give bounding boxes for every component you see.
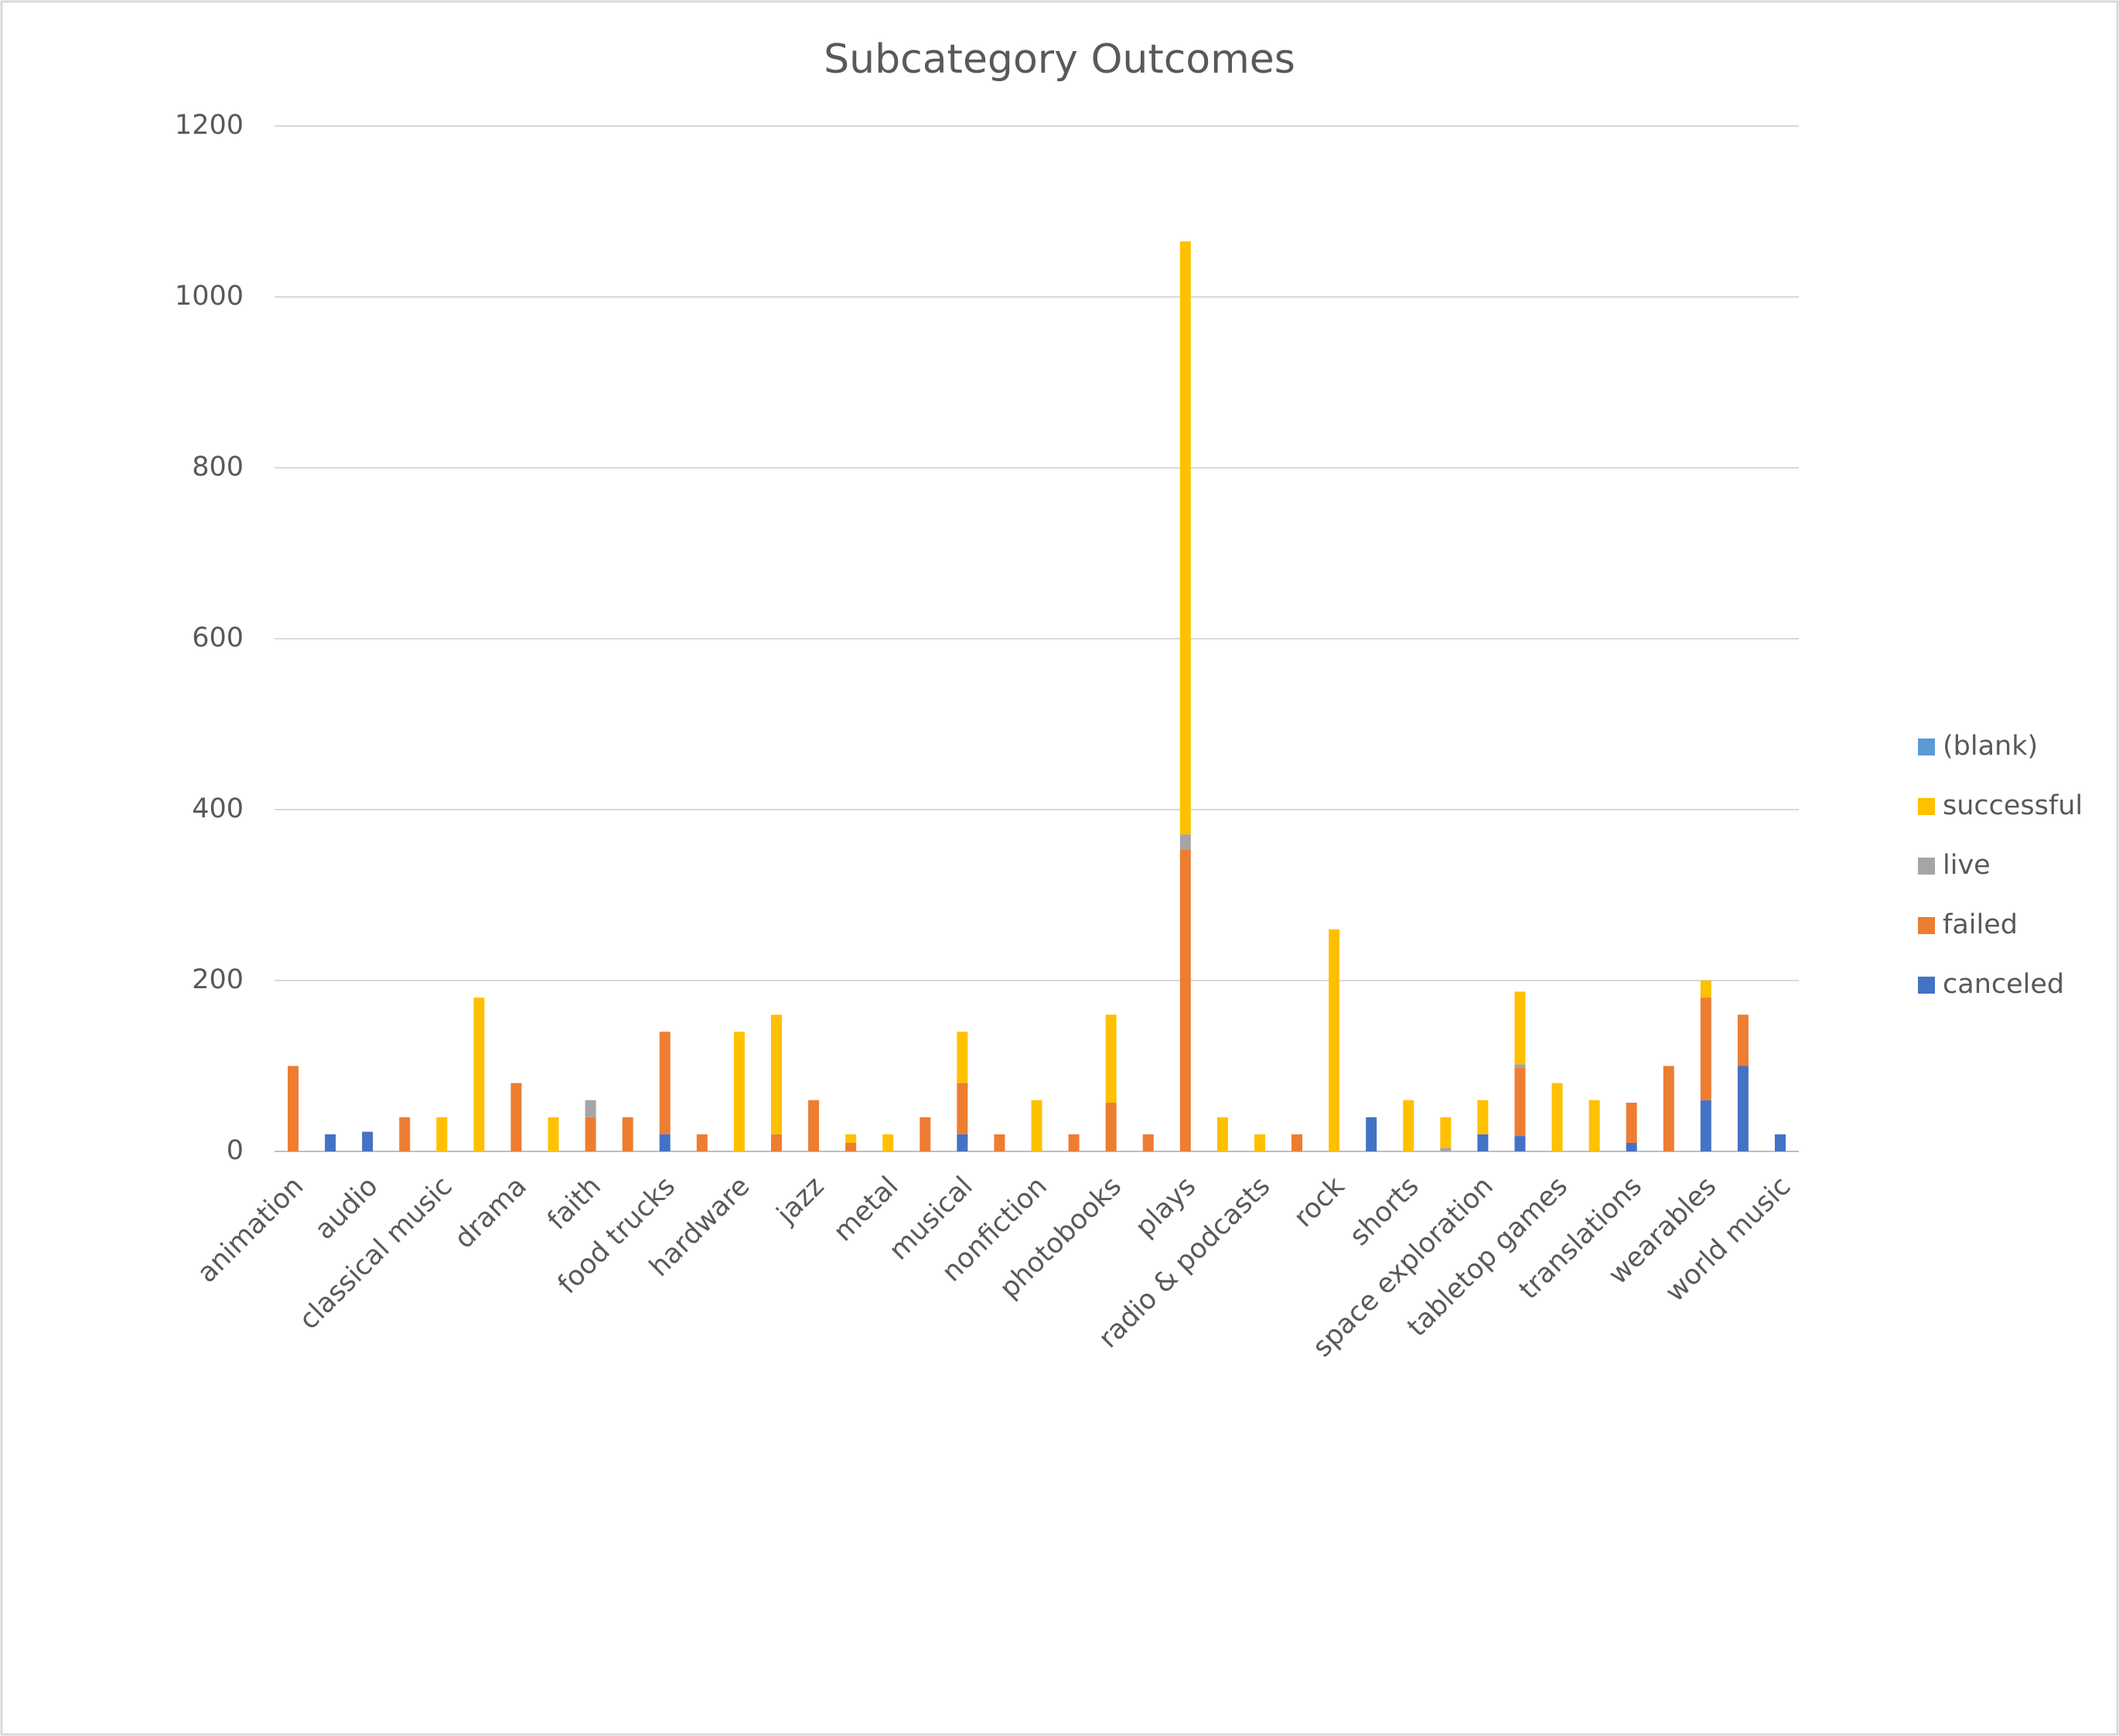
bar-segment (622, 1117, 633, 1151)
legend-label: (blank) (1943, 731, 2038, 762)
bar-segment (510, 1083, 522, 1151)
bar-segment (1179, 834, 1191, 850)
bar-segment (473, 998, 485, 1151)
bar-segment (1477, 1100, 1489, 1134)
legend-swatch (1918, 977, 1935, 994)
bar-segment (1142, 1134, 1154, 1151)
y-tick-label: 0 (227, 1135, 244, 1166)
bar-segment (1551, 1083, 1563, 1151)
bar-segment (1179, 849, 1191, 1151)
bar-segment (1700, 981, 1711, 998)
bar-segment (585, 1117, 596, 1151)
bar-segment (1700, 1100, 1711, 1151)
bar-segment (1440, 1148, 1452, 1151)
legend-label: canceled (1943, 969, 2064, 1000)
bar-segment (399, 1117, 411, 1151)
legend-swatch (1918, 738, 1935, 755)
bar-segment (659, 1032, 671, 1134)
bar-segment (548, 1117, 559, 1151)
bar-segment (1329, 929, 1340, 1151)
bar-segment (1068, 1134, 1080, 1151)
y-tick-label: 1200 (175, 110, 244, 141)
bar-segment (1663, 1066, 1674, 1151)
bar-segment (845, 1134, 857, 1143)
bar-segment (1514, 1067, 1526, 1137)
y-tick-label: 400 (192, 793, 244, 824)
bar-segment (696, 1134, 708, 1151)
bar-segment (1403, 1100, 1414, 1151)
bar-segment (1292, 1134, 1303, 1151)
bar-segment (288, 1066, 299, 1151)
bar-segment (1514, 1136, 1526, 1151)
legend-label: failed (1943, 909, 2018, 940)
bar-segment (957, 1083, 968, 1134)
bar-segment (957, 1134, 968, 1151)
bar-segment (1626, 1103, 1637, 1143)
bar-segment (770, 1134, 782, 1151)
bar-segment (1031, 1100, 1042, 1151)
bar-segment (1366, 1117, 1377, 1151)
y-tick-label: 800 (192, 452, 244, 483)
bar-segment (1626, 1142, 1637, 1151)
bar-segment (436, 1117, 448, 1151)
y-tick-label: 200 (192, 964, 244, 995)
bar-segment (1514, 1064, 1526, 1068)
bar-segment (1700, 998, 1711, 1100)
legend-label: live (1943, 850, 1991, 881)
bar-segment (994, 1134, 1005, 1151)
bar-segment (882, 1134, 894, 1151)
legend-label: successful (1943, 790, 2083, 821)
bar-segment (1514, 991, 1526, 1065)
bar-segment (585, 1100, 596, 1117)
bar-segment (1105, 1103, 1117, 1151)
bar-segment (1179, 241, 1191, 835)
bar-segment (1737, 1066, 1749, 1151)
bar-segment (659, 1134, 671, 1151)
bar-segment (808, 1100, 820, 1151)
legend-swatch (1918, 858, 1935, 875)
bar-segment (957, 1032, 968, 1083)
bar-segment (1254, 1134, 1265, 1151)
y-tick-label: 1000 (175, 281, 244, 312)
bar-segment (1477, 1134, 1489, 1151)
bar-segment (920, 1117, 931, 1151)
y-tick-label: 600 (192, 622, 244, 653)
bar-segment (770, 1015, 782, 1134)
legend-swatch (1918, 798, 1935, 815)
chart-title: Subcategory Outcomes (824, 36, 1295, 83)
bar-segment (1216, 1117, 1228, 1151)
bar-segment (1105, 1015, 1117, 1103)
bar-segment (1440, 1117, 1452, 1148)
bar-segment (325, 1134, 336, 1151)
bar-segment (1737, 1015, 1749, 1066)
bar-segment (733, 1032, 745, 1151)
legend-swatch (1918, 917, 1935, 934)
bar-segment (1774, 1134, 1786, 1151)
bar-segment (845, 1142, 857, 1151)
bar-segment (1588, 1100, 1600, 1151)
bar-segment (362, 1131, 374, 1151)
